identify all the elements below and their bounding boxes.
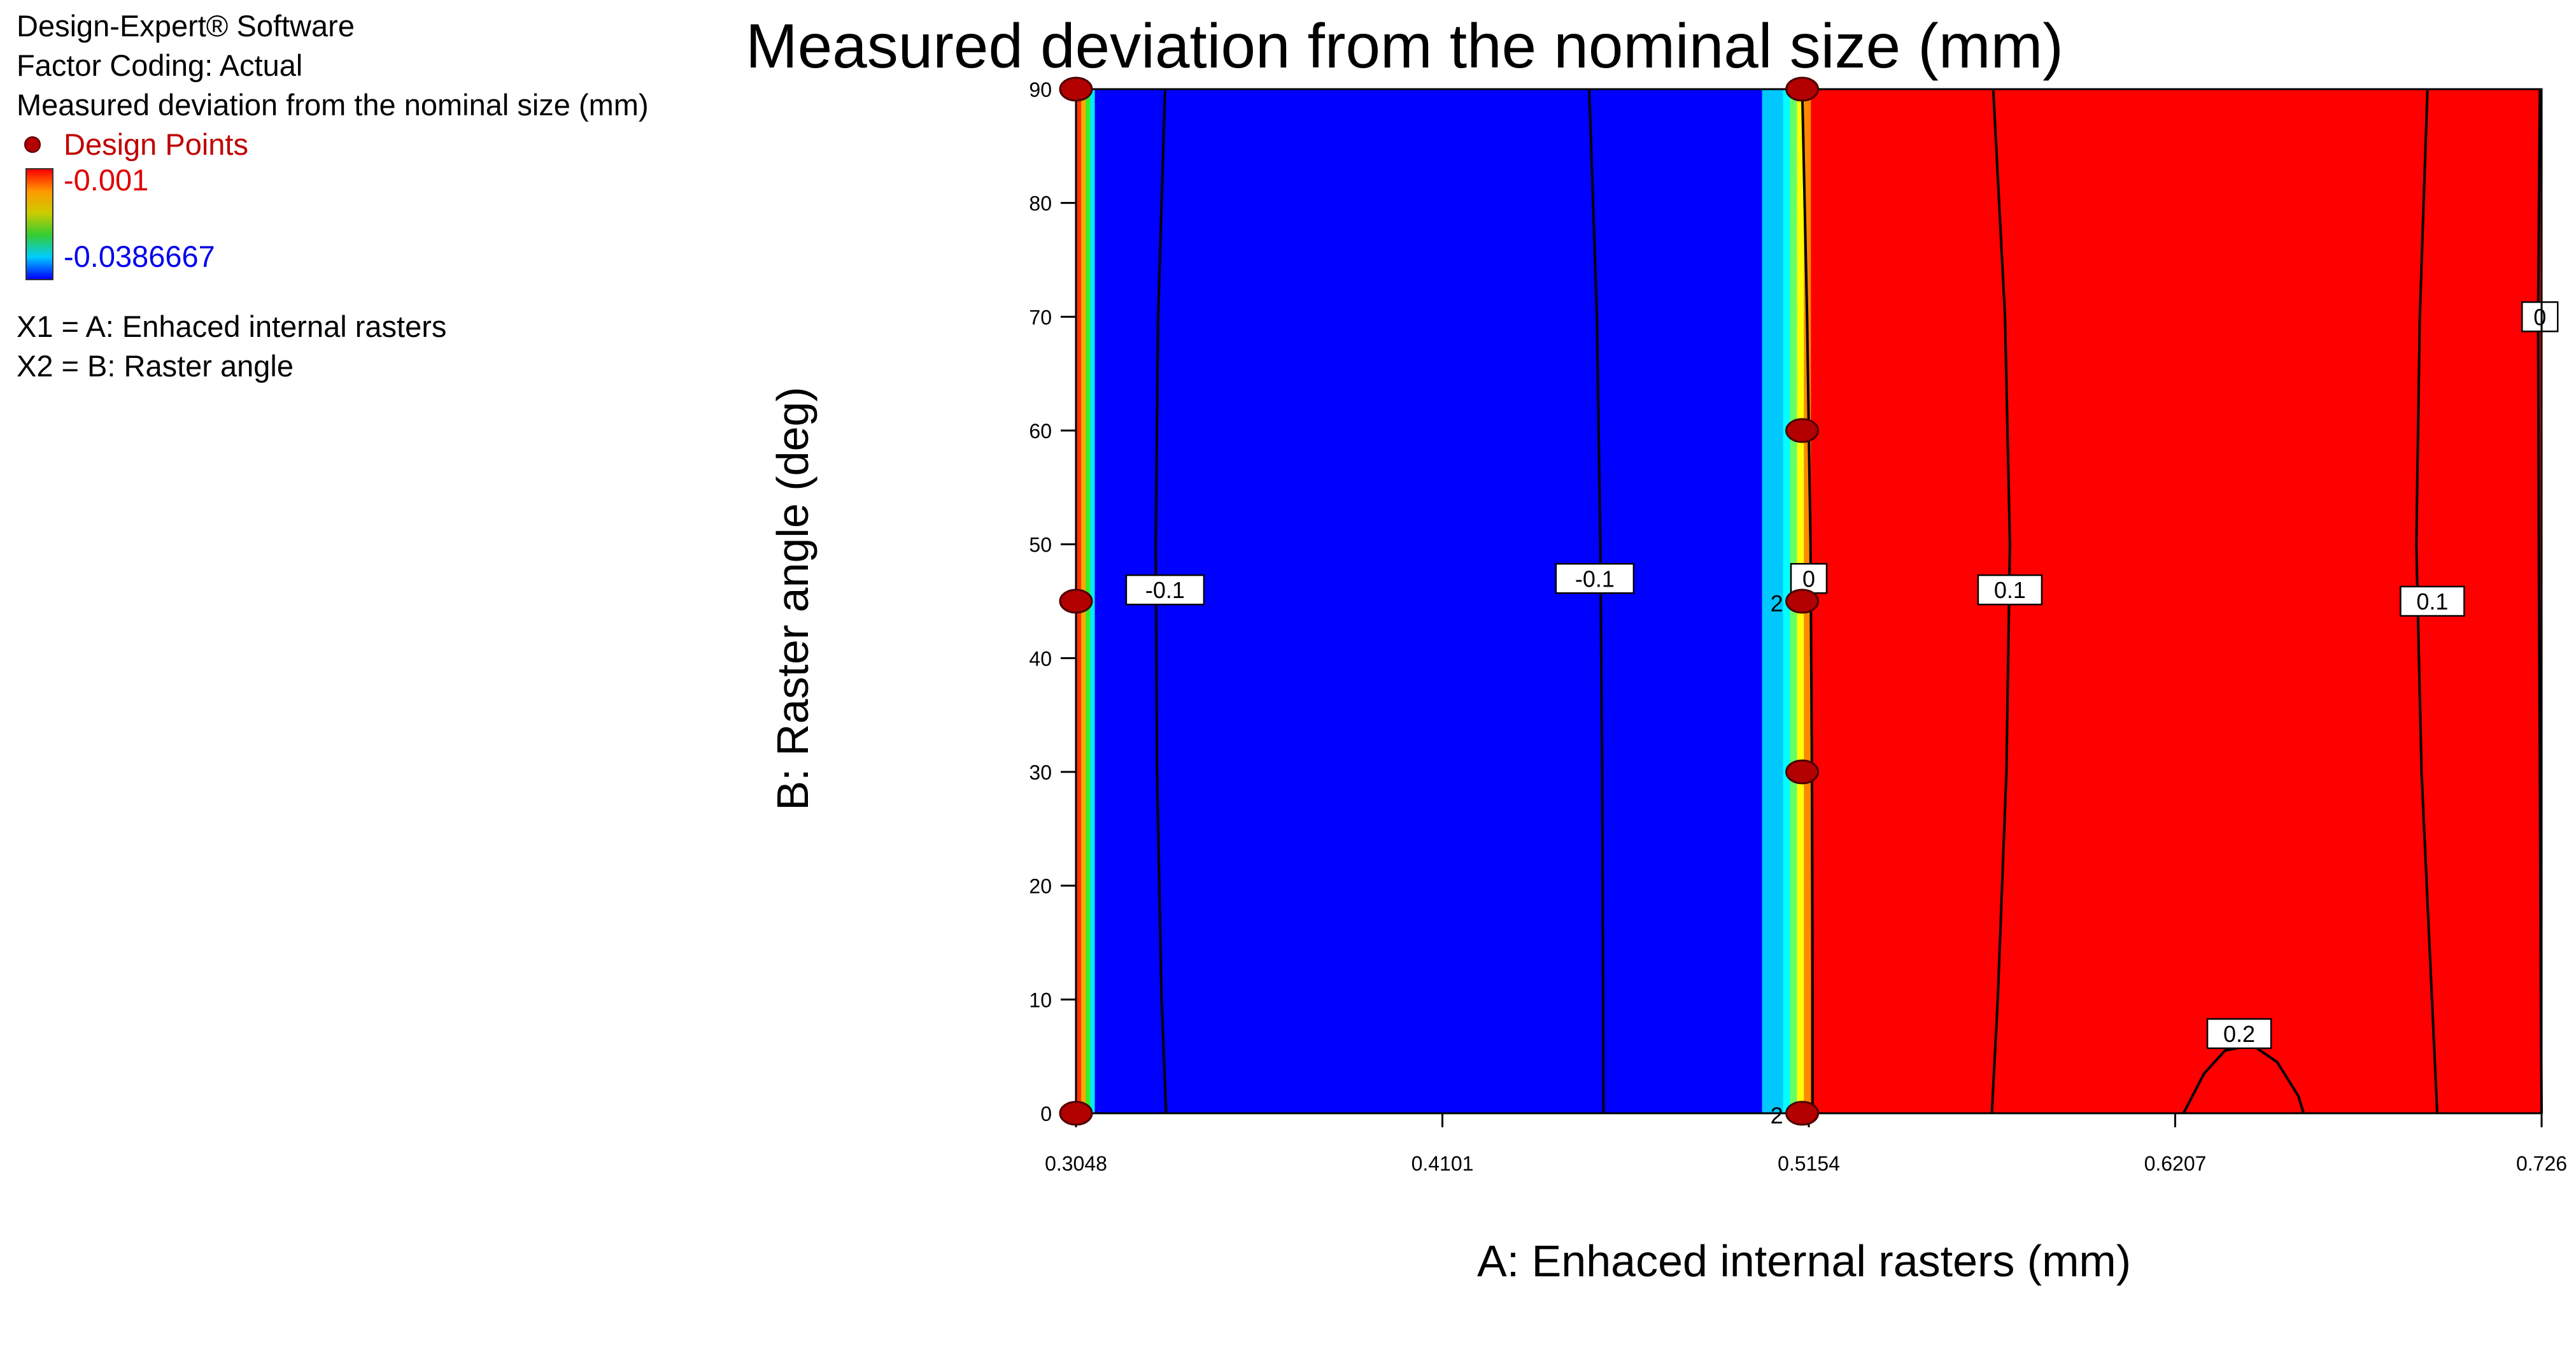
y-tick-label: 20 <box>1029 875 1052 898</box>
x-tick-label: 0.4101 <box>1412 1152 1474 1175</box>
design-point-count: 2 <box>1771 590 1783 616</box>
factor-x2: X2 = B: Raster angle <box>17 349 294 383</box>
design-point <box>1059 588 1093 614</box>
software-name: Design-Expert® Software <box>17 9 355 43</box>
design-point <box>1785 588 1820 614</box>
color-scale: -0.001 -0.0386667 <box>17 163 649 283</box>
y-tick-label: 40 <box>1029 647 1052 670</box>
contour-label: -0.1 <box>1575 566 1615 592</box>
design-points-legend: Design Points <box>17 125 649 164</box>
contour-label-box <box>1977 574 2043 606</box>
contour-label-box <box>2521 301 2559 332</box>
design-point <box>1785 76 1820 102</box>
y-tick-label: 70 <box>1029 306 1052 329</box>
contour-line-4 <box>2415 89 2438 1114</box>
design-points: 22 <box>1059 76 1820 1129</box>
contour-line-2 <box>1801 89 1814 1113</box>
response-name: Measured deviation from the nominal size… <box>17 88 649 122</box>
x-tick-label: 0.6207 <box>2144 1152 2207 1175</box>
design-point <box>1785 418 1820 443</box>
x-axis-ticks: 0.3048 0.4101 0.5154 0.6207 0.726 <box>1045 1113 2567 1175</box>
design-point <box>1785 1101 1820 1126</box>
color-scale-high: -0.001 <box>64 163 149 197</box>
color-scale-low: -0.0386667 <box>64 239 215 273</box>
y-tick-label: 60 <box>1029 420 1052 443</box>
y-tick-label: 10 <box>1029 988 1052 1011</box>
contour-labels: -0.1 -0.1 0 0.1 0.1 0 0.2 <box>1125 301 2559 1050</box>
info-panel: Design-Expert® Software Factor Coding: A… <box>17 6 649 386</box>
x-axis-label: A: Enhaced internal rasters (mm) <box>1477 1236 2132 1286</box>
chart-title: Measured deviation from the nominal size… <box>746 11 2063 81</box>
contour-label: 0 <box>2533 304 2546 330</box>
x-tick-label: 0.5154 <box>1778 1152 1840 1175</box>
design-point <box>1059 76 1093 102</box>
design-point-icon <box>24 136 41 153</box>
contour-label-box <box>2400 585 2465 617</box>
contour-label-box <box>1125 574 1205 606</box>
contour-line-0 <box>1154 89 1168 1114</box>
y-tick-label: 30 <box>1029 761 1052 784</box>
color-scale-bar <box>25 168 53 280</box>
contour-label: 0.1 <box>1994 577 2026 603</box>
design-point <box>1059 1101 1093 1126</box>
y-axis-ticks: 0 10 20 30 40 50 60 70 80 90 <box>1029 78 1076 1125</box>
contour-label: -0.1 <box>1145 577 1185 603</box>
color-region-1 <box>1094 89 1762 1113</box>
y-tick-label: 0 <box>1040 1102 1052 1125</box>
contour-label: 0.2 <box>2223 1021 2255 1047</box>
contour-line-3 <box>1990 89 2011 1114</box>
contour-label: 0.1 <box>2416 588 2448 615</box>
design-point <box>1785 759 1820 785</box>
contour-line-1 <box>1588 89 1605 1114</box>
y-tick-label: 80 <box>1029 192 1052 215</box>
contour-lines <box>1154 89 2543 1114</box>
x-tick-label: 0.3048 <box>1045 1152 1107 1175</box>
factor-coding: Factor Coding: Actual <box>17 48 303 82</box>
contour-label: 0 <box>1802 566 1815 592</box>
factor-x1: X1 = A: Enhaced internal rasters <box>17 310 447 343</box>
contour-label-box <box>1555 563 1635 594</box>
contour-label-box <box>2206 1018 2272 1050</box>
y-tick-label: 50 <box>1029 534 1052 557</box>
x-tick-label: 0.726 <box>2516 1152 2567 1175</box>
design-points-label: Design Points <box>64 127 248 161</box>
y-tick-label: 90 <box>1029 78 1052 101</box>
design-point-count: 2 <box>1771 1102 1783 1129</box>
